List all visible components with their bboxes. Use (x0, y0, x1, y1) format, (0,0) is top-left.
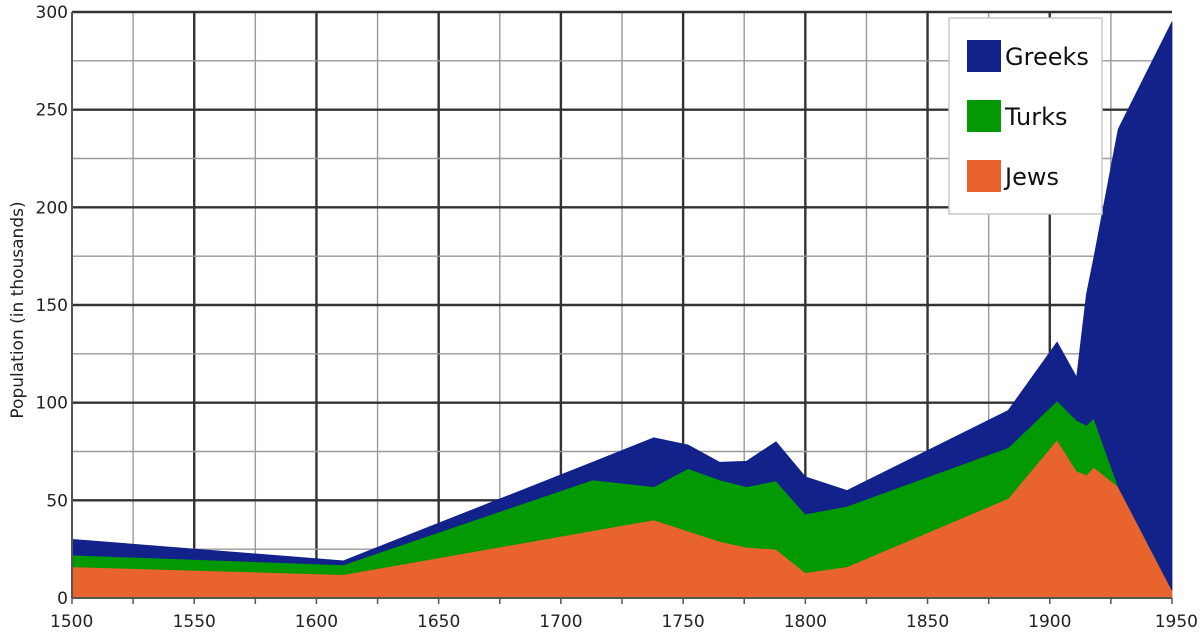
y-tick-label: 0 (57, 589, 68, 609)
x-tick-label: 1600 (295, 612, 338, 632)
legend-label-turks: Turks (1004, 103, 1068, 131)
x-tick-label: 1850 (906, 612, 949, 632)
x-tick-label: 1700 (539, 612, 582, 632)
area-greeks (71, 21, 1173, 591)
x-tick-label: 1500 (50, 612, 93, 632)
y-tick-label: 300 (36, 3, 68, 23)
legend: Greeks Turks Jews (948, 17, 1103, 215)
x-tick-label: 1650 (417, 612, 460, 632)
y-tick-label: 250 (36, 101, 68, 121)
y-axis-label: Population (in thousands) (8, 201, 28, 418)
x-tick-label: 1950 (1155, 612, 1198, 632)
y-tick-label: 50 (46, 491, 68, 511)
x-tick-label: 1800 (784, 612, 827, 632)
legend-label-greeks: Greeks (1005, 43, 1089, 71)
y-tick-label: 100 (36, 394, 68, 414)
x-tick-label: 1900 (1028, 612, 1071, 632)
legend-swatch-greeks (967, 40, 1001, 72)
legend-swatch-jews (967, 160, 1001, 192)
legend-label-jews: Jews (1003, 163, 1059, 191)
y-tick-label: 200 (36, 198, 68, 218)
x-tick-label: 1750 (661, 612, 704, 632)
axes (71, 12, 1173, 604)
tick-labels: 1500 1550 1600 1650 1700 1750 1800 1850 1900 1950… (36, 3, 1198, 632)
x-tick-label: 1550 (173, 612, 216, 632)
legend-swatch-turks (967, 100, 1001, 132)
y-tick-label: 150 (36, 296, 68, 316)
